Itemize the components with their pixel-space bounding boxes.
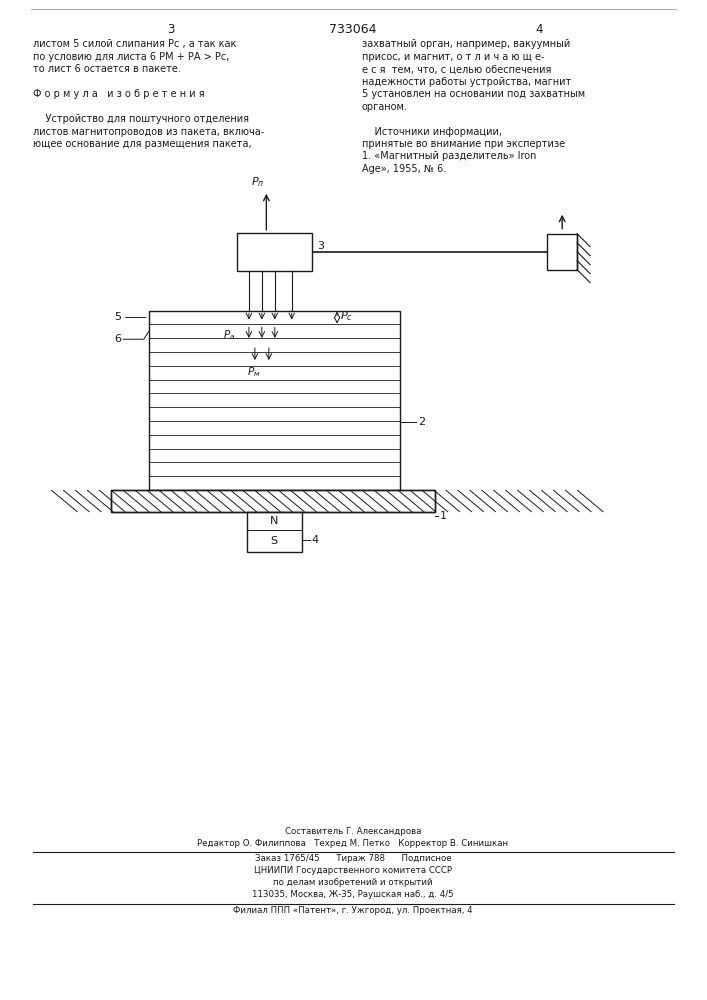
Text: $P_м$: $P_м$ bbox=[247, 365, 260, 379]
Text: 3: 3 bbox=[167, 23, 175, 36]
Text: Филиал ППП «Патент», г. Ужгород, ул. Проектная, 4: Филиал ППП «Патент», г. Ужгород, ул. Про… bbox=[233, 906, 473, 915]
Text: N: N bbox=[270, 516, 279, 526]
Text: принятые во внимание при экспертизе: принятые во внимание при экспертизе bbox=[362, 139, 565, 149]
Text: 6: 6 bbox=[114, 334, 121, 344]
Text: 4: 4 bbox=[312, 535, 319, 545]
Text: 1: 1 bbox=[440, 511, 447, 521]
Text: Ф о р м у л а   и з о б р е т е н и я: Ф о р м у л а и з о б р е т е н и я bbox=[33, 89, 205, 99]
Text: Устройство для поштучного отделения: Устройство для поштучного отделения bbox=[33, 114, 250, 124]
Text: 3: 3 bbox=[317, 241, 325, 251]
Text: надежности работы устройства, магнит: надежности работы устройства, магнит bbox=[362, 77, 571, 87]
Text: $P_c$: $P_c$ bbox=[340, 310, 353, 323]
Text: Редактор О. Филиппова   Техред М. Петко   Корректор В. Синишкан: Редактор О. Филиппова Техред М. Петко Ко… bbox=[197, 839, 508, 848]
Bar bbox=[111, 490, 435, 512]
Text: 5 установлен на основании под захватным: 5 установлен на основании под захватным bbox=[362, 89, 585, 99]
Text: по делам изобретений и открытий: по делам изобретений и открытий bbox=[273, 878, 433, 887]
Text: е с я  тем, что, с целью обеспечения: е с я тем, что, с целью обеспечения bbox=[362, 64, 551, 74]
Text: Заказ 1765/45      Тираж 788      Подписное: Заказ 1765/45 Тираж 788 Подписное bbox=[255, 854, 451, 863]
Text: захватный орган, например, вакуумный: захватный орган, например, вакуумный bbox=[362, 39, 571, 49]
Bar bbox=[148, 311, 400, 490]
Text: 1. «Mагнитный разделитель» Iron: 1. «Mагнитный разделитель» Iron bbox=[362, 151, 537, 161]
Bar bbox=[547, 234, 577, 270]
Text: по условию для листа 6 PМ + PА > Pс,: по условию для листа 6 PМ + PА > Pс, bbox=[33, 52, 230, 62]
Text: 113035, Москва, Ж-35, Раушская наб., д. 4/5: 113035, Москва, Ж-35, Раушская наб., д. … bbox=[252, 890, 454, 899]
Text: $P_a$: $P_a$ bbox=[223, 328, 235, 342]
Text: органом.: органом. bbox=[362, 102, 408, 112]
Text: 2: 2 bbox=[418, 417, 425, 427]
Text: присос, и магнит, о т л и ч а ю щ е-: присос, и магнит, о т л и ч а ю щ е- bbox=[362, 52, 544, 62]
Text: ЦНИИПИ Государственного комитета СССР: ЦНИИПИ Государственного комитета СССР bbox=[254, 866, 452, 875]
Text: 4: 4 bbox=[535, 23, 543, 36]
Bar bbox=[111, 490, 435, 512]
Text: S: S bbox=[271, 536, 278, 546]
Text: $P_п$: $P_п$ bbox=[252, 175, 265, 189]
Text: листом 5 силой слипания Pс , а так как: листом 5 силой слипания Pс , а так как bbox=[33, 39, 237, 49]
Text: Age», 1955, № 6.: Age», 1955, № 6. bbox=[362, 164, 446, 174]
Text: Источники информации,: Источники информации, bbox=[362, 127, 502, 137]
Text: то лист 6 остается в пакете.: то лист 6 остается в пакете. bbox=[33, 64, 181, 74]
Bar bbox=[247, 512, 302, 552]
Text: листов магнитопроводов из пакета, включа-: листов магнитопроводов из пакета, включа… bbox=[33, 127, 264, 137]
Text: ющее основание для размещения пакета,: ющее основание для размещения пакета, bbox=[33, 139, 252, 149]
Text: Составитель Г. Александрова: Составитель Г. Александрова bbox=[285, 827, 421, 836]
Text: 5: 5 bbox=[114, 312, 121, 322]
Bar bbox=[237, 233, 312, 271]
Text: 733064: 733064 bbox=[329, 23, 377, 36]
